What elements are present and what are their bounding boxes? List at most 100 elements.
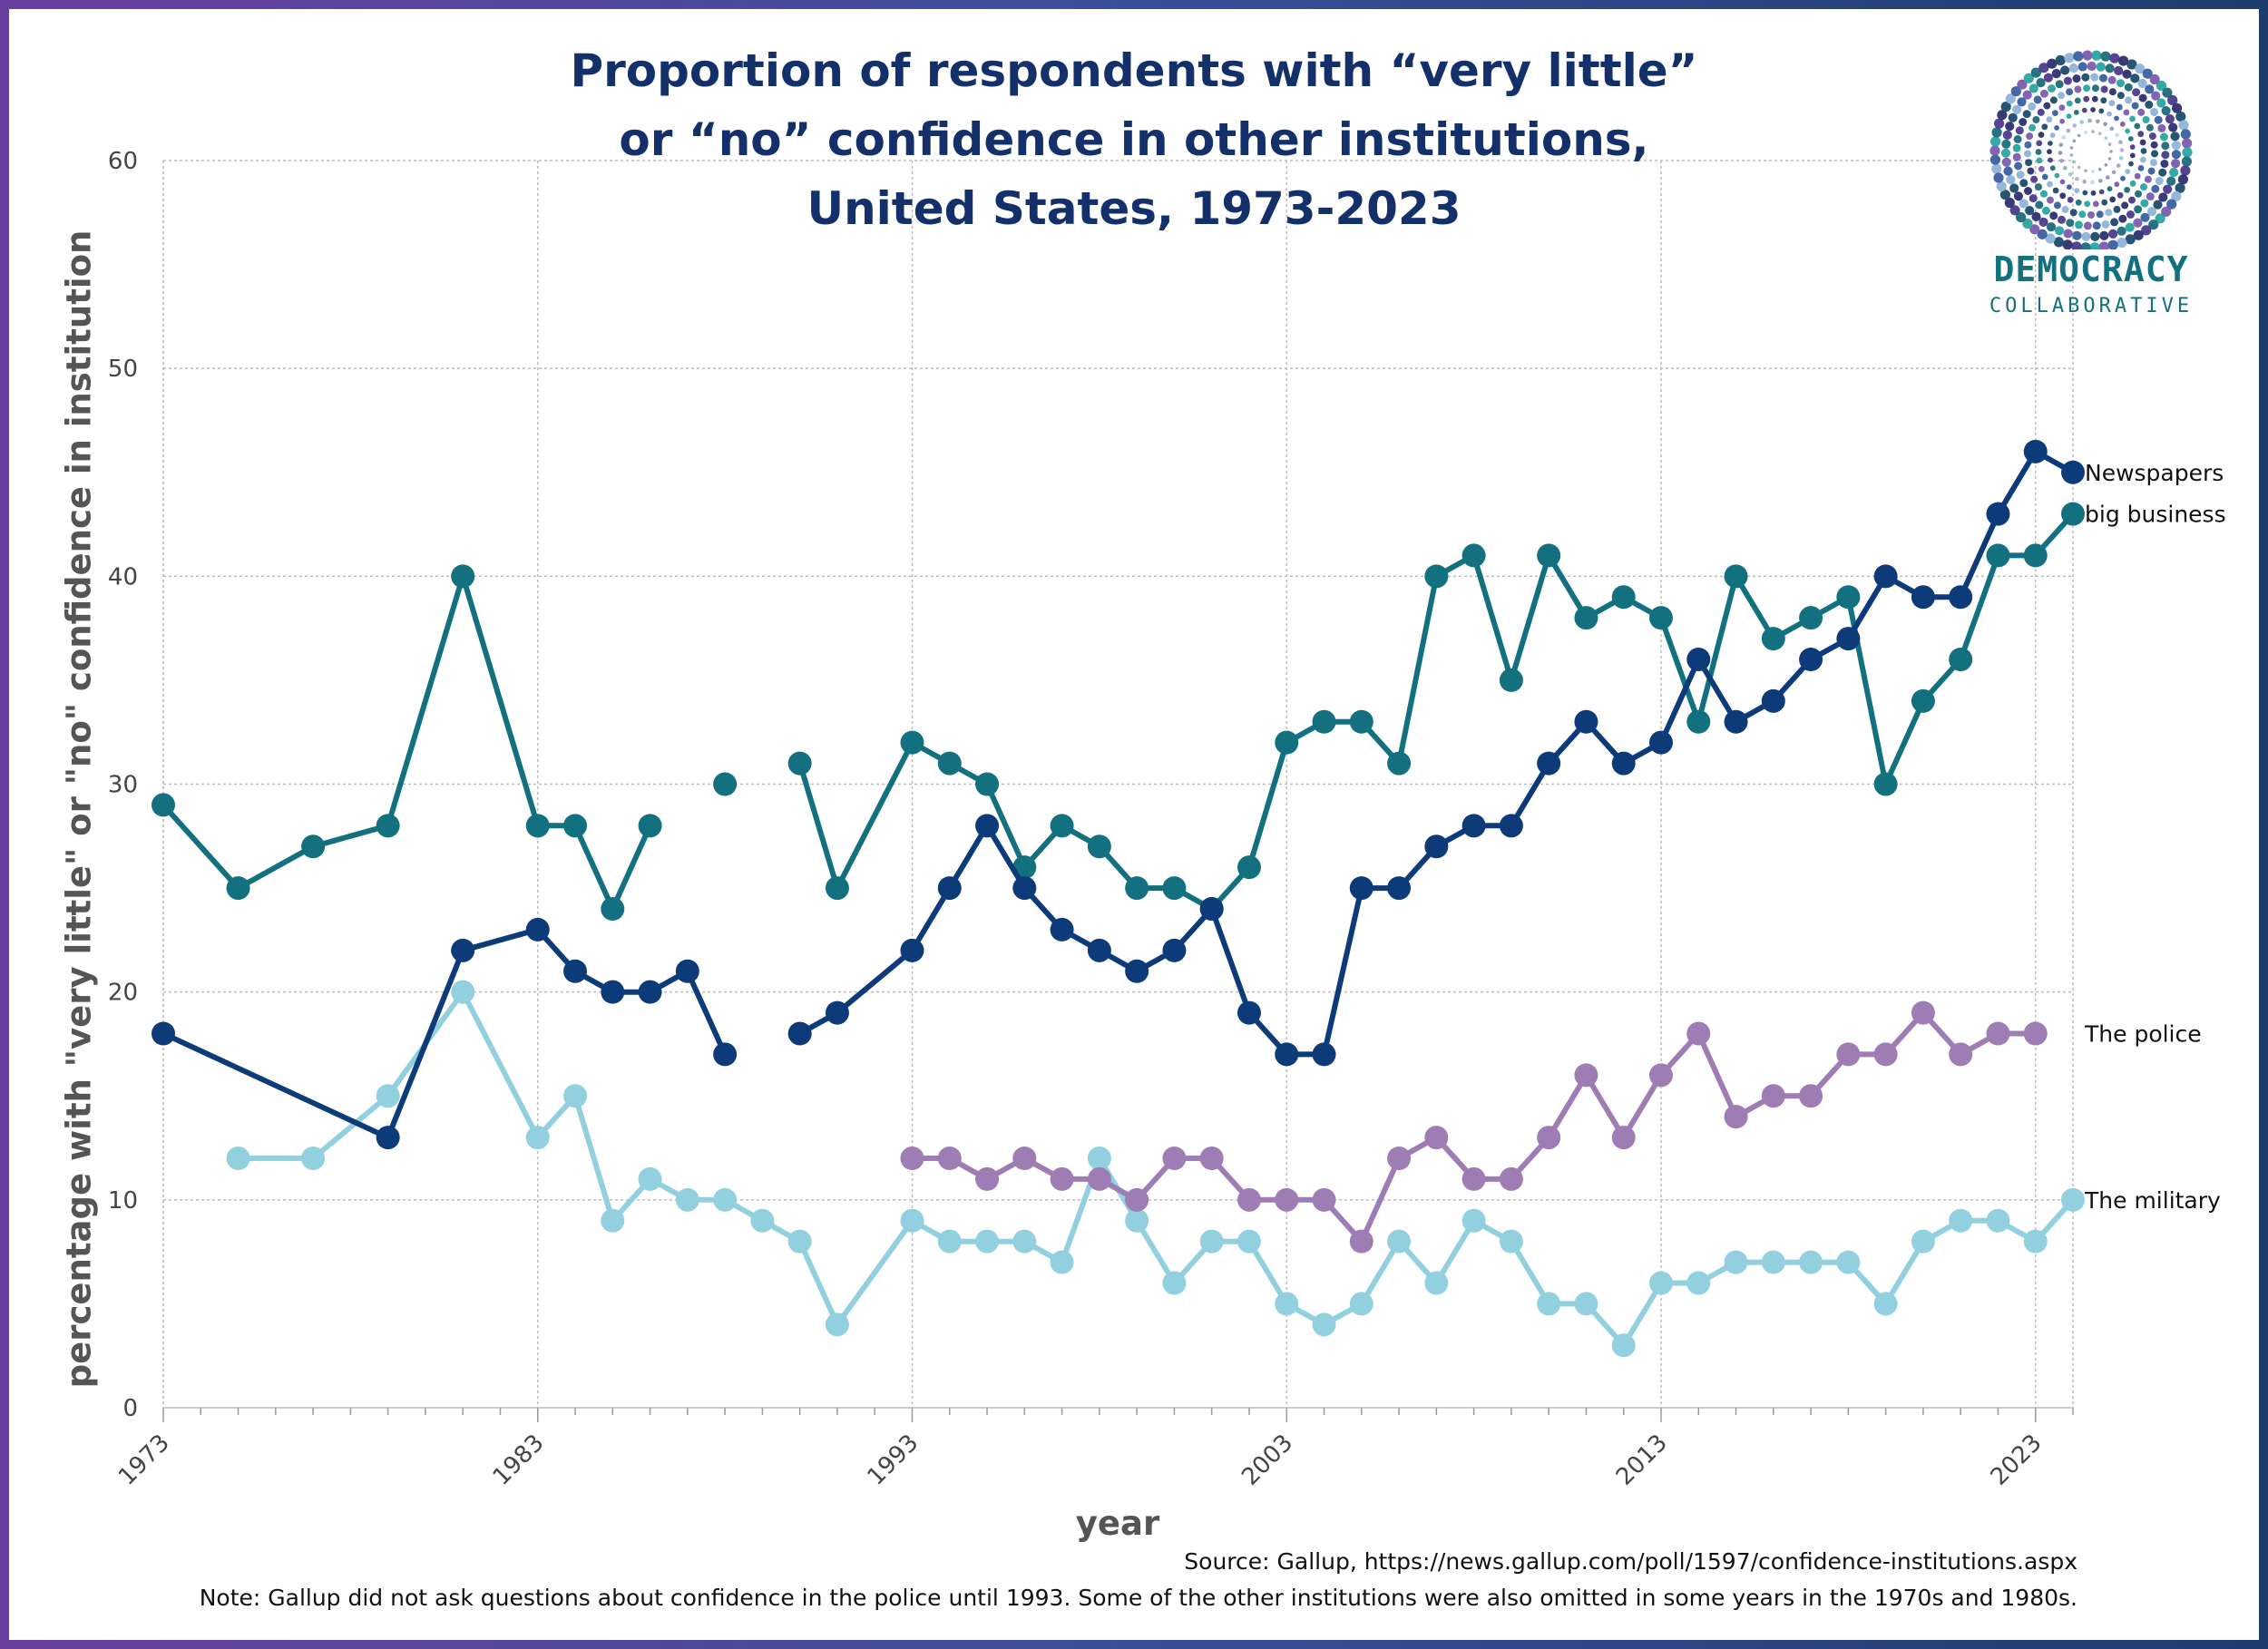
logo-dot	[2046, 116, 2053, 123]
logo-dot	[2182, 138, 2193, 149]
logo-dot	[2091, 170, 2095, 173]
logo-dot	[2031, 211, 2041, 221]
logo-dot	[2150, 141, 2158, 149]
logo-dot	[2041, 206, 2050, 215]
logo-dot	[2035, 149, 2042, 155]
logo-dot	[2012, 152, 2021, 161]
logo-dot	[2099, 230, 2109, 240]
logo-dot	[2038, 132, 2045, 138]
logo-dot	[2078, 210, 2087, 219]
logo-dot	[2054, 172, 2060, 179]
data-point	[1799, 1084, 1823, 1108]
logo-dot	[2155, 213, 2165, 224]
logo-dot	[2163, 184, 2173, 194]
logo-dot	[2013, 191, 2023, 201]
data-point	[900, 938, 924, 962]
logo-dot	[2047, 196, 2054, 204]
logo-dot	[2160, 160, 2169, 168]
data-point	[1012, 1146, 1037, 1170]
logo-dot	[2098, 189, 2105, 195]
logo-dot	[2028, 102, 2037, 111]
logo-dot	[2091, 84, 2099, 93]
title-line-2: or “no” confidence in other institutions…	[619, 113, 1649, 166]
logo-dot	[2114, 65, 2124, 76]
data-point	[601, 980, 625, 1004]
data-point	[563, 1084, 588, 1108]
radial-dots-logo-icon	[1989, 50, 2193, 249]
logo-dot	[2147, 167, 2156, 175]
data-point	[525, 1126, 550, 1150]
logo-dot	[2148, 132, 2156, 141]
logo-dot	[2035, 183, 2042, 191]
logo-dot	[2036, 140, 2043, 147]
data-point	[1911, 1229, 1935, 1254]
logo-dot	[1993, 172, 2004, 183]
data-point	[2061, 502, 2085, 526]
logo-dot	[2114, 115, 2119, 122]
logo-dot	[2025, 206, 2035, 216]
logo-dot	[2084, 169, 2087, 172]
logo-dot	[2103, 122, 2107, 127]
logo-dot	[2024, 141, 2032, 149]
data-point	[1537, 1126, 1561, 1150]
logo-dot	[2013, 135, 2022, 143]
data-point	[1050, 1250, 1074, 1274]
logo-dot	[2000, 102, 2011, 112]
logo-dot	[2066, 128, 2071, 133]
y-tick-label: 0	[122, 1395, 138, 1422]
logo-dot	[2130, 73, 2140, 83]
logo-dot	[1989, 154, 2000, 165]
logo-dot	[2133, 218, 2143, 228]
data-point	[1686, 709, 1711, 734]
data-point	[1424, 834, 1449, 859]
logo-dot	[2172, 102, 2183, 113]
data-point	[787, 1229, 812, 1254]
logo-dot	[2108, 100, 2116, 107]
logo-dot	[2109, 150, 2113, 153]
data-point	[1237, 1187, 1261, 1212]
data-point	[601, 897, 625, 921]
logo-dot	[2077, 133, 2081, 138]
logo-dot	[2030, 67, 2041, 78]
y-tick-label: 60	[108, 148, 138, 175]
logo-dot	[2061, 205, 2069, 213]
series-label: big business	[2085, 502, 2226, 528]
logo-dot	[2137, 108, 2146, 116]
logo-dot	[2052, 110, 2058, 116]
data-point	[1648, 1271, 1673, 1295]
logo-dot	[2077, 165, 2081, 170]
data-point	[1237, 1229, 1261, 1254]
logo-dot	[2022, 90, 2032, 100]
data-point	[1312, 1042, 1336, 1067]
logo-dot	[2049, 211, 2058, 220]
logo-dot	[2062, 239, 2073, 249]
logo-dot	[2161, 151, 2170, 160]
logo-dot	[2171, 141, 2181, 151]
logo-dot	[2118, 214, 2127, 223]
data-point	[975, 1166, 1000, 1191]
logo-dot	[2066, 100, 2073, 107]
logo-dot	[2134, 172, 2141, 180]
logo-dot	[2072, 230, 2082, 240]
logo-dot	[2123, 109, 2130, 116]
y-tick-label: 50	[108, 356, 138, 383]
logo-dot	[2090, 180, 2095, 185]
logo-dot	[1989, 145, 2000, 156]
data-point	[1611, 1126, 1636, 1150]
logo-dot	[2051, 69, 2061, 79]
logo-dot	[2120, 175, 2126, 181]
x-tick-label: 1993	[862, 1429, 924, 1491]
series-line	[235, 989, 2076, 1349]
logo-dot	[2043, 73, 2053, 83]
logo-dot	[2084, 200, 2091, 208]
data-point	[1237, 1000, 1261, 1025]
logo-dot	[2098, 241, 2109, 249]
logo-dot	[2081, 107, 2087, 113]
logo-dot	[2068, 171, 2073, 177]
logo-dot	[2004, 197, 2015, 209]
logo-dot	[2030, 175, 2038, 183]
data-point	[1611, 751, 1636, 776]
logo-dot	[2128, 196, 2136, 204]
data-point	[1686, 648, 1711, 671]
logo-dot	[2135, 190, 2142, 198]
